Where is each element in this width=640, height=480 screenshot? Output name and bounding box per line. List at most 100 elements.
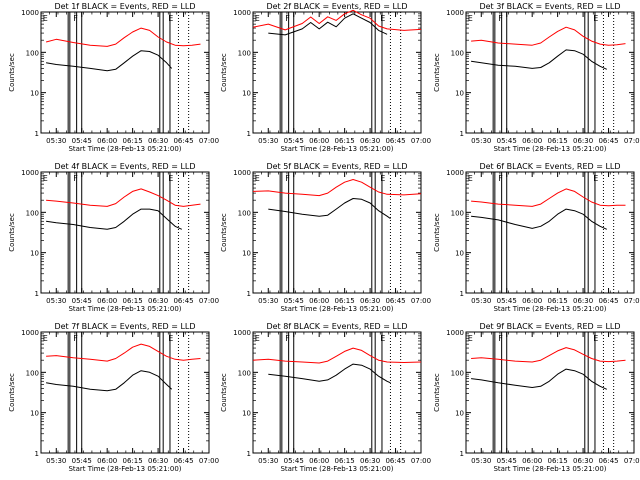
- region-letter: E: [593, 14, 598, 23]
- y-tick-label: 100: [238, 49, 251, 57]
- region-letter: E: [43, 174, 48, 183]
- y-tick-label: 10: [30, 90, 39, 98]
- x-tick-label: 07:00: [624, 297, 640, 305]
- x-tick-label: 06:00: [97, 137, 117, 145]
- region-letter: F: [498, 174, 503, 183]
- chart-panel-1: Det 1f BLACK = Events, RED = LLD 1 10 100 10…: [8, 2, 219, 153]
- y-tick-label: 1000: [446, 329, 464, 337]
- y-tick-label: 100: [451, 369, 464, 377]
- plot-frame: [465, 171, 635, 294]
- region-letter: E: [593, 174, 598, 183]
- region-letter: E: [380, 14, 385, 23]
- plot-frame: [40, 11, 210, 134]
- x-tick-label: 06:45: [385, 457, 405, 465]
- events-series-line: [268, 363, 391, 384]
- region-letter: F: [73, 14, 78, 23]
- events-series-line: [268, 198, 391, 220]
- region-letter: E: [468, 334, 473, 343]
- y-axis-label: Counts/sec: [433, 373, 441, 412]
- x-tick-label: 06:30: [360, 457, 380, 465]
- x-axis-label: Start Time (28-Feb-13 05:21:00): [493, 145, 606, 153]
- y-axis-label: Counts/sec: [433, 213, 441, 252]
- events-series-line: [471, 49, 608, 70]
- y-tick-label: 10: [455, 90, 464, 98]
- x-tick-label: 06:30: [573, 457, 593, 465]
- x-tick-label: 05:30: [471, 137, 491, 145]
- x-tick-label: 06:45: [598, 137, 618, 145]
- chart-panel-7: Det 7f BLACK = Events, RED = LLD 1 10 100 10…: [8, 322, 219, 473]
- region-letter: E: [380, 334, 385, 343]
- y-tick-label: 1000: [446, 169, 464, 177]
- region-letter: E: [255, 14, 260, 23]
- y-tick-label: 1000: [21, 329, 39, 337]
- x-tick-label: 06:30: [573, 297, 593, 305]
- lld-series-line: [471, 347, 626, 363]
- x-tick-label: 06:15: [548, 137, 568, 145]
- y-tick-label: 1: [460, 130, 464, 138]
- x-tick-label: 05:45: [497, 457, 517, 465]
- y-tick-label: 10: [242, 410, 251, 418]
- y-tick-label: 1000: [446, 9, 464, 17]
- x-tick-label: 05:30: [471, 457, 491, 465]
- x-tick-label: 07:00: [411, 297, 431, 305]
- region-letter: E: [380, 174, 385, 183]
- chart-panel-8: Det 8f BLACK = Events, RED = LLD 1 10 100 10…: [220, 322, 431, 473]
- x-tick-label: 06:45: [173, 297, 193, 305]
- chart-title: Det 7f BLACK = Events, RED = LLD: [54, 322, 195, 331]
- x-tick-label: 05:45: [497, 137, 517, 145]
- plot-frame: [40, 331, 210, 454]
- x-axis-label: Start Time (28-Feb-13 05:21:00): [280, 465, 393, 473]
- y-tick-label: 100: [238, 369, 251, 377]
- x-tick-label: 06:00: [309, 297, 329, 305]
- region-letter: E: [168, 174, 173, 183]
- region-letter: E: [168, 14, 173, 23]
- x-axis-label: Start Time (28-Feb-13 05:21:00): [68, 145, 181, 153]
- chart-title: Det 4f BLACK = Events, RED = LLD: [54, 162, 195, 171]
- y-axis-label: Counts/sec: [8, 53, 16, 92]
- y-tick-label: 100: [451, 209, 464, 217]
- plot-frame: [465, 11, 635, 134]
- events-series-line: [471, 368, 608, 390]
- x-axis-label: Start Time (28-Feb-13 05:21:00): [280, 305, 393, 313]
- x-tick-label: 05:30: [258, 457, 278, 465]
- plot-frame: [40, 171, 210, 294]
- y-axis-label: Counts/sec: [220, 213, 228, 252]
- y-tick-label: 10: [242, 250, 251, 258]
- y-axis-label: Counts/sec: [220, 373, 228, 412]
- x-tick-label: 06:00: [309, 137, 329, 145]
- y-tick-label: 10: [30, 410, 39, 418]
- x-tick-label: 06:15: [335, 297, 355, 305]
- chart-panel-4: Det 4f BLACK = Events, RED = LLD 1 10 100 10…: [8, 162, 219, 313]
- lld-series-line: [471, 188, 626, 207]
- chart-title: Det 5f BLACK = Events, RED = LLD: [266, 162, 407, 171]
- region-letter: F: [73, 334, 78, 343]
- x-tick-label: 05:45: [72, 457, 92, 465]
- x-tick-label: 07:00: [199, 457, 219, 465]
- x-axis-label: Start Time (28-Feb-13 05:21:00): [68, 305, 181, 313]
- y-tick-label: 100: [26, 369, 39, 377]
- region-letter: E: [468, 14, 473, 23]
- region-letter: E: [468, 174, 473, 183]
- chart-panel-9: Det 9f BLACK = Events, RED = LLD 1 10 100 10…: [433, 322, 640, 473]
- x-tick-label: 06:45: [385, 297, 405, 305]
- x-tick-label: 06:45: [598, 297, 618, 305]
- events-series-line: [471, 208, 608, 230]
- x-tick-label: 07:00: [199, 137, 219, 145]
- region-letter: E: [255, 174, 260, 183]
- y-axis-label: Counts/sec: [8, 373, 16, 412]
- x-tick-label: 05:30: [471, 297, 491, 305]
- x-tick-label: 07:00: [411, 137, 431, 145]
- chart-title: Det 9f BLACK = Events, RED = LLD: [479, 322, 620, 331]
- y-tick-label: 1: [247, 130, 251, 138]
- x-tick-label: 06:00: [522, 137, 542, 145]
- chart-panel-2: Det 2f BLACK = Events, RED = LLD 1 10 100 10…: [220, 2, 431, 153]
- x-tick-label: 06:30: [148, 137, 168, 145]
- y-tick-label: 1: [460, 450, 464, 458]
- events-series-line: [46, 208, 183, 230]
- x-tick-label: 05:45: [284, 137, 304, 145]
- x-tick-label: 05:45: [72, 137, 92, 145]
- region-letter: F: [73, 174, 78, 183]
- x-tick-label: 06:15: [123, 297, 143, 305]
- y-tick-label: 1: [460, 290, 464, 298]
